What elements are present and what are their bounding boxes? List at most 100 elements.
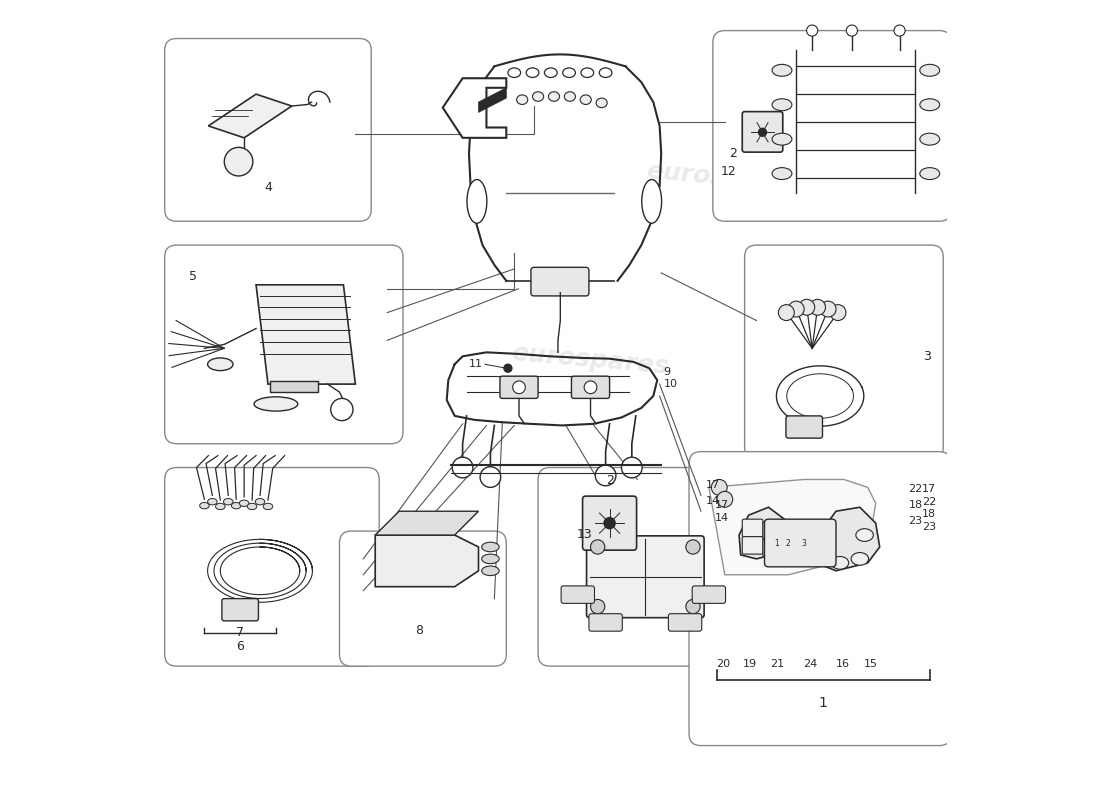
Ellipse shape — [200, 502, 209, 509]
FancyBboxPatch shape — [763, 522, 783, 539]
Polygon shape — [442, 78, 506, 138]
Ellipse shape — [240, 500, 249, 506]
Ellipse shape — [216, 503, 225, 510]
Circle shape — [591, 599, 605, 614]
Circle shape — [686, 540, 701, 554]
Bar — [271, 381, 318, 392]
Text: 5: 5 — [188, 270, 197, 283]
Text: eurospares: eurospares — [510, 342, 670, 379]
Text: 12: 12 — [720, 166, 737, 178]
Ellipse shape — [549, 92, 560, 102]
Ellipse shape — [772, 168, 792, 179]
FancyBboxPatch shape — [561, 586, 594, 603]
Text: 2: 2 — [606, 474, 614, 487]
Circle shape — [452, 457, 473, 478]
Text: 23: 23 — [922, 522, 936, 532]
Text: 17: 17 — [715, 500, 728, 510]
Text: 9: 9 — [663, 367, 671, 377]
Text: 18: 18 — [909, 500, 923, 510]
Ellipse shape — [814, 529, 832, 542]
Ellipse shape — [526, 68, 539, 78]
Ellipse shape — [517, 95, 528, 105]
Ellipse shape — [208, 358, 233, 370]
FancyBboxPatch shape — [669, 614, 702, 631]
Ellipse shape — [563, 68, 575, 78]
Ellipse shape — [254, 397, 298, 411]
FancyBboxPatch shape — [572, 376, 609, 398]
Text: 24: 24 — [803, 658, 817, 669]
FancyBboxPatch shape — [583, 496, 637, 550]
Ellipse shape — [851, 553, 869, 566]
Circle shape — [717, 491, 733, 507]
Circle shape — [846, 25, 858, 36]
Circle shape — [331, 398, 353, 421]
FancyBboxPatch shape — [742, 112, 783, 152]
Text: 17: 17 — [706, 480, 719, 490]
FancyBboxPatch shape — [586, 536, 704, 618]
Ellipse shape — [482, 566, 499, 575]
Ellipse shape — [580, 95, 592, 105]
Circle shape — [595, 465, 616, 486]
Circle shape — [830, 305, 846, 321]
FancyBboxPatch shape — [713, 30, 952, 222]
Ellipse shape — [508, 68, 520, 78]
Circle shape — [810, 299, 825, 315]
Ellipse shape — [263, 503, 273, 510]
Circle shape — [799, 299, 815, 315]
Text: 14: 14 — [706, 496, 719, 506]
Polygon shape — [208, 94, 292, 138]
Text: eurospares: eurospares — [645, 158, 804, 197]
Circle shape — [894, 25, 905, 36]
Polygon shape — [375, 511, 478, 535]
Ellipse shape — [600, 68, 612, 78]
Text: 3: 3 — [802, 538, 806, 547]
Circle shape — [621, 457, 642, 478]
FancyBboxPatch shape — [340, 531, 506, 666]
Ellipse shape — [248, 503, 257, 510]
Ellipse shape — [231, 502, 241, 509]
Ellipse shape — [544, 68, 558, 78]
Ellipse shape — [832, 557, 849, 570]
Text: 22: 22 — [922, 497, 936, 506]
Polygon shape — [256, 285, 355, 384]
Circle shape — [759, 128, 767, 136]
Polygon shape — [739, 507, 789, 559]
Text: 18: 18 — [922, 510, 936, 519]
FancyBboxPatch shape — [531, 267, 588, 296]
Text: eurospares: eurospares — [216, 286, 375, 323]
Text: 4: 4 — [264, 181, 272, 194]
Ellipse shape — [920, 64, 939, 76]
Circle shape — [712, 479, 727, 495]
Text: 6: 6 — [236, 640, 244, 653]
FancyBboxPatch shape — [588, 614, 623, 631]
Ellipse shape — [482, 554, 499, 564]
Ellipse shape — [641, 179, 661, 223]
FancyBboxPatch shape — [689, 452, 952, 746]
Text: 1: 1 — [774, 538, 779, 547]
Circle shape — [779, 305, 794, 321]
Text: 11: 11 — [469, 359, 483, 370]
Circle shape — [480, 466, 501, 487]
Text: 1: 1 — [818, 697, 827, 710]
FancyBboxPatch shape — [742, 519, 763, 537]
Text: 14: 14 — [715, 513, 728, 522]
Text: 7: 7 — [236, 626, 244, 639]
Ellipse shape — [920, 168, 939, 179]
Text: 2: 2 — [729, 147, 737, 160]
Polygon shape — [816, 507, 880, 571]
Ellipse shape — [920, 98, 939, 110]
Ellipse shape — [482, 542, 499, 552]
FancyBboxPatch shape — [499, 376, 538, 398]
Circle shape — [789, 301, 804, 317]
Circle shape — [604, 518, 615, 529]
FancyBboxPatch shape — [764, 519, 836, 567]
Polygon shape — [375, 535, 478, 586]
Circle shape — [591, 540, 605, 554]
FancyBboxPatch shape — [165, 38, 372, 222]
Ellipse shape — [772, 133, 792, 145]
Ellipse shape — [596, 98, 607, 108]
Ellipse shape — [772, 98, 792, 110]
Text: 16: 16 — [835, 658, 849, 669]
Circle shape — [686, 599, 701, 614]
FancyBboxPatch shape — [165, 467, 380, 666]
